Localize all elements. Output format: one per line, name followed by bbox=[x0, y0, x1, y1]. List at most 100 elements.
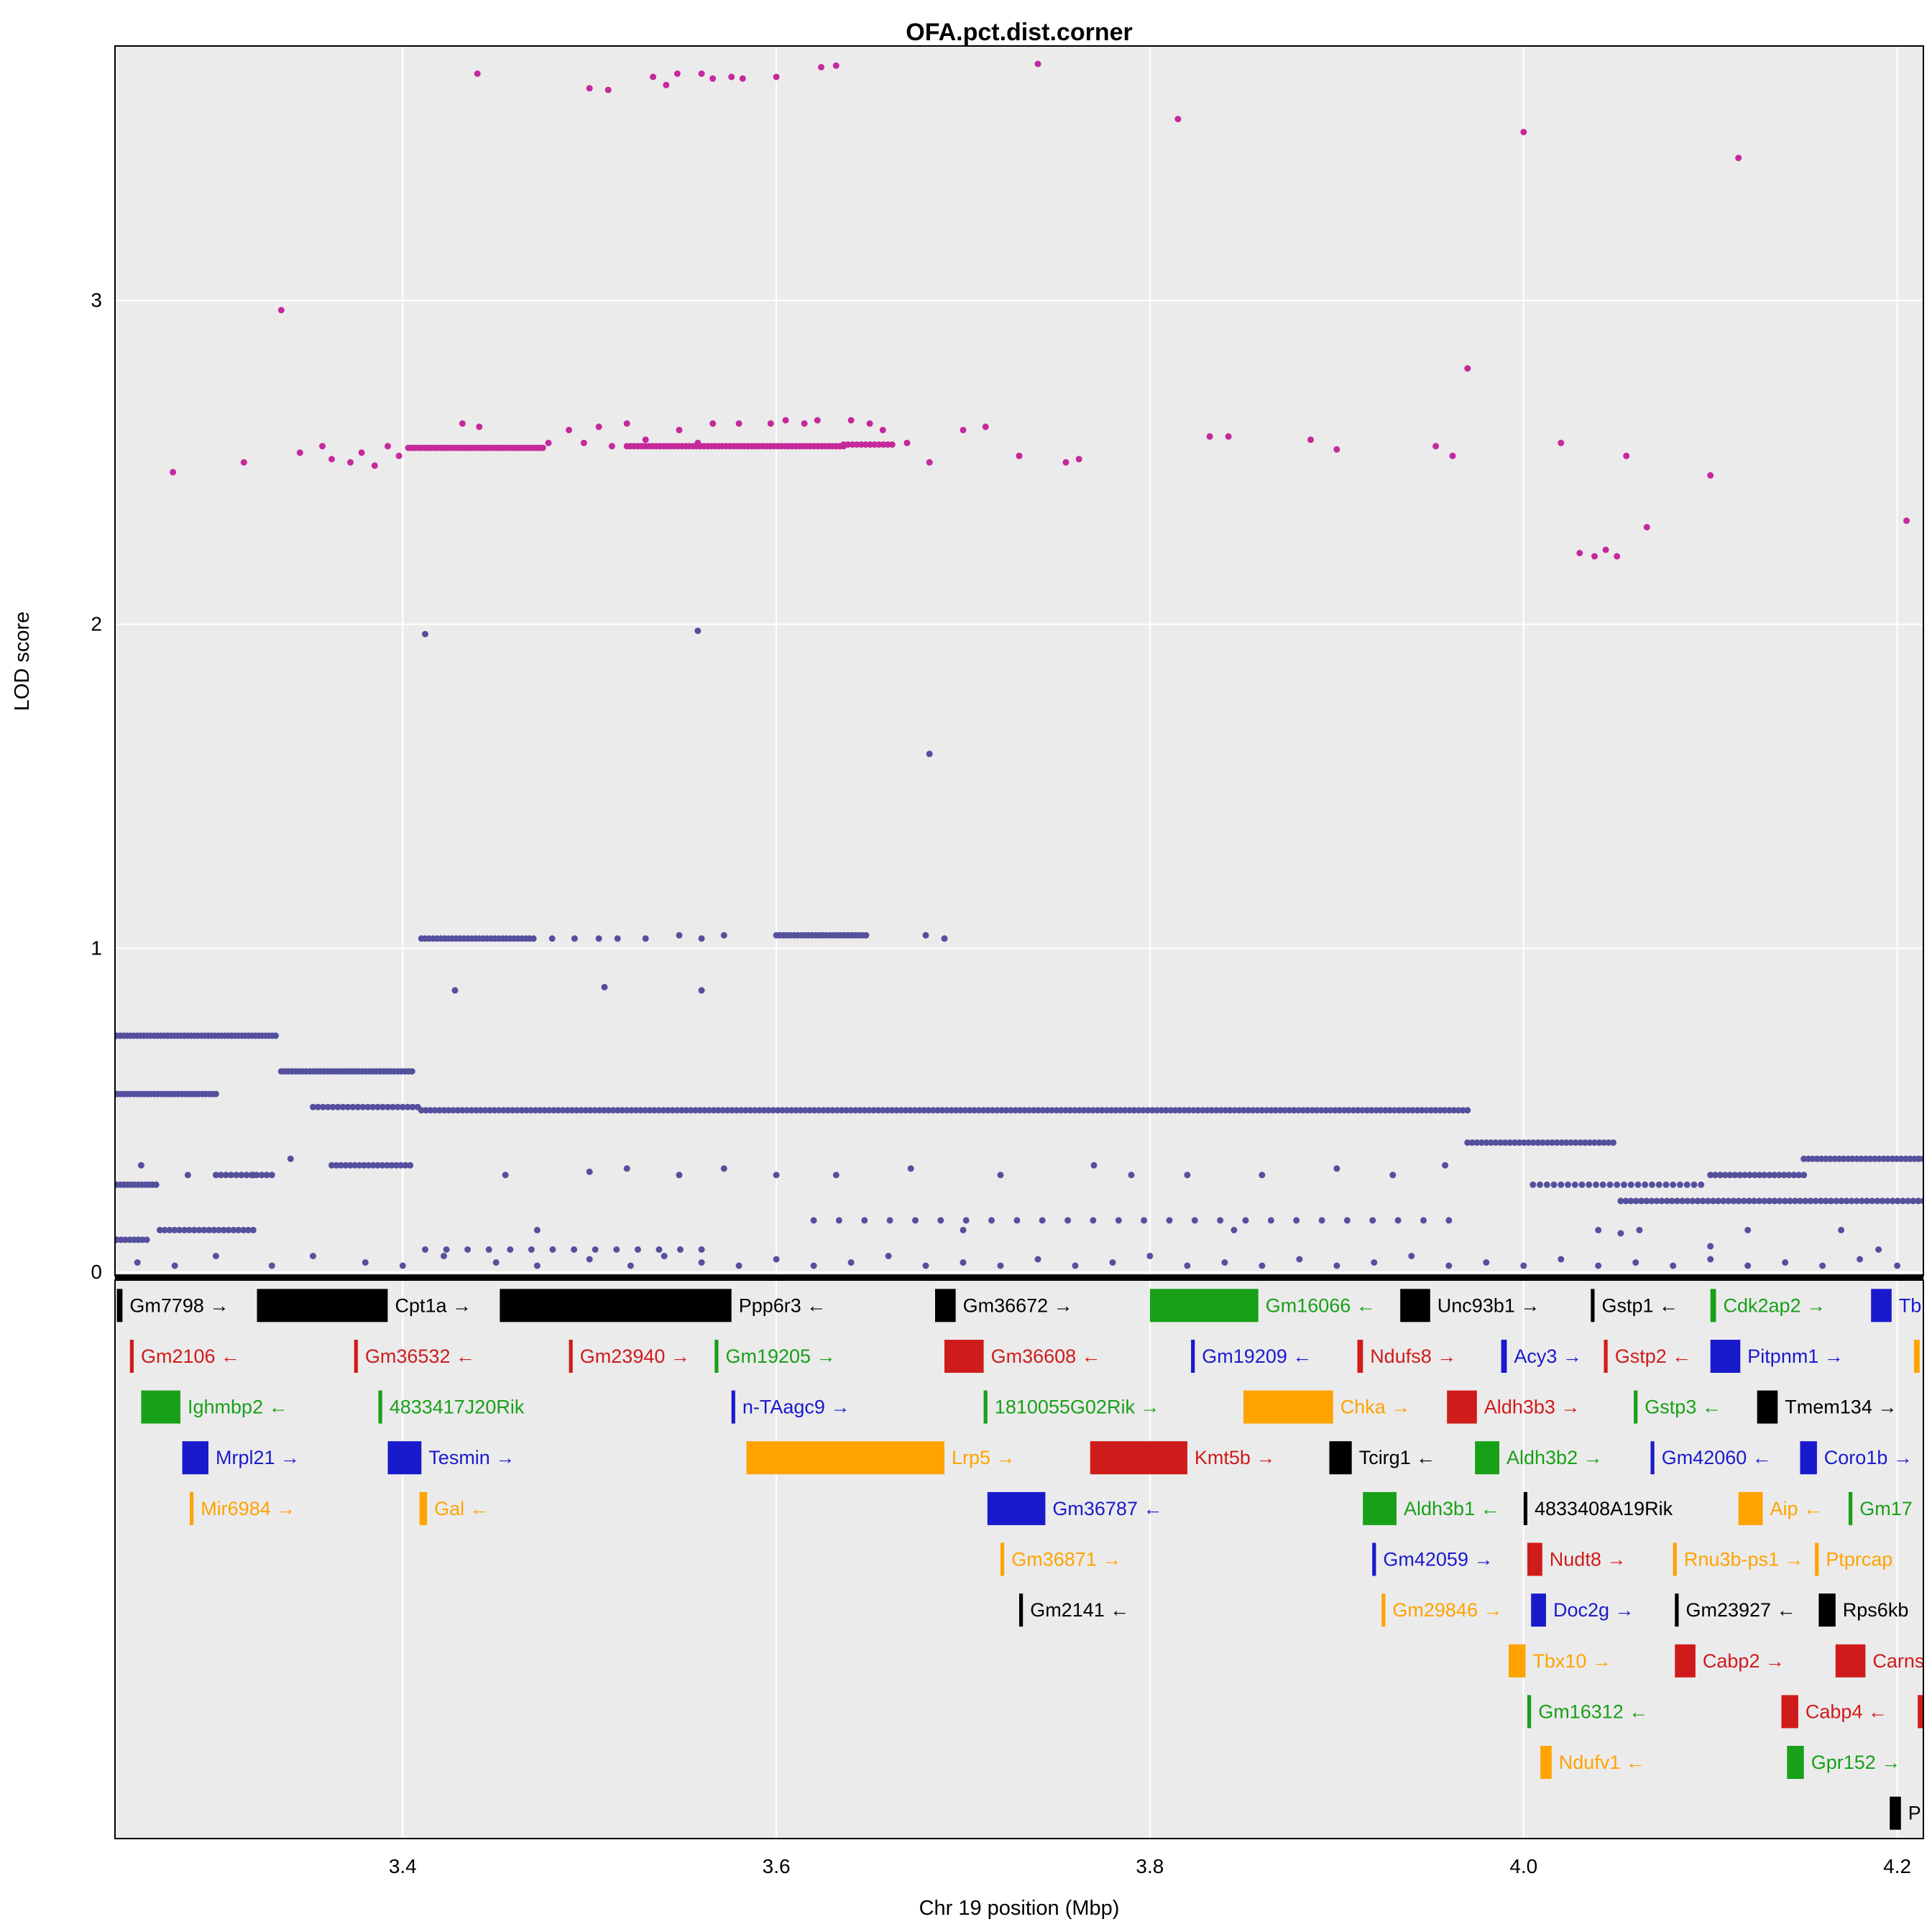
snp-point bbox=[1900, 1197, 1906, 1205]
gene-label-Aldh3b3: Aldh3b3 → bbox=[1484, 1397, 1581, 1418]
snp-point bbox=[1322, 1107, 1330, 1114]
snp-point bbox=[1894, 1262, 1901, 1269]
snp-point bbox=[545, 439, 552, 446]
gene-label-Lrp5: Lrp5 → bbox=[952, 1447, 1016, 1468]
snp-point bbox=[384, 1162, 391, 1169]
snp-point bbox=[1623, 452, 1630, 459]
snp-point bbox=[824, 1107, 832, 1114]
snp-point bbox=[1581, 1139, 1588, 1146]
snp-point bbox=[272, 1032, 279, 1039]
snp-point bbox=[523, 1107, 530, 1114]
snp-point bbox=[445, 1107, 452, 1114]
snp-point bbox=[573, 1107, 580, 1114]
snp-point bbox=[427, 1107, 434, 1114]
snp-point bbox=[1751, 1172, 1758, 1179]
snp-point bbox=[1838, 1226, 1845, 1233]
gene-glyph-Gm16066 bbox=[1149, 1289, 1259, 1322]
gene-glyph-Gm23940 bbox=[569, 1340, 573, 1373]
snp-point bbox=[1336, 1107, 1343, 1114]
snp-point bbox=[1565, 1181, 1571, 1188]
gene-track: Gm7798 → Cpt1a → Ppp6r3 ← Gm36672 → Gm16066 … bbox=[116, 1289, 1923, 1830]
snp-point bbox=[698, 1259, 705, 1266]
snp-lod-high-series bbox=[170, 60, 1910, 560]
snp-point bbox=[797, 1107, 804, 1114]
snp-point bbox=[595, 423, 602, 431]
snp-point bbox=[701, 1107, 708, 1114]
gene-glyph-Gal bbox=[419, 1491, 428, 1525]
snp-point bbox=[1756, 1197, 1763, 1205]
gene-label-Coro1b: Coro1b → bbox=[1824, 1447, 1913, 1468]
snp-point bbox=[287, 1155, 294, 1162]
snp-point bbox=[1231, 1107, 1238, 1114]
snp-point bbox=[1259, 1172, 1266, 1179]
snp-point bbox=[1599, 1181, 1606, 1188]
snp-point bbox=[1185, 1107, 1192, 1114]
snp-point bbox=[1558, 1181, 1565, 1188]
snp-point bbox=[1726, 1172, 1734, 1179]
snp-point bbox=[806, 1107, 813, 1114]
snp-point bbox=[1363, 1107, 1371, 1114]
snp-point bbox=[1720, 1197, 1727, 1205]
snp-point bbox=[1740, 1197, 1747, 1205]
snp-point bbox=[1225, 433, 1232, 440]
snp-point bbox=[541, 1107, 548, 1114]
snp-point bbox=[441, 1253, 447, 1259]
snp-point bbox=[1903, 518, 1910, 524]
snp-point bbox=[1218, 1107, 1225, 1114]
snp-point bbox=[619, 1107, 626, 1114]
snp-point bbox=[454, 1107, 461, 1114]
snp-point bbox=[1141, 1217, 1148, 1224]
snp-point bbox=[595, 935, 602, 942]
gene-glyph-P bbox=[1890, 1796, 1901, 1830]
snp-point bbox=[1282, 1107, 1289, 1114]
snp-point bbox=[1745, 1197, 1752, 1205]
gene-label-Gm7798: Gm7798 → bbox=[129, 1294, 229, 1316]
snp-point bbox=[1707, 1172, 1714, 1179]
snp-point bbox=[468, 1107, 475, 1114]
snp-point bbox=[1543, 1181, 1550, 1188]
snp-point bbox=[1057, 1107, 1064, 1114]
gene-label-Aip: Aip ← bbox=[1770, 1498, 1823, 1519]
snp-point bbox=[687, 1107, 694, 1114]
snp-point bbox=[402, 1162, 409, 1169]
snp-point bbox=[634, 1246, 641, 1253]
snp-point bbox=[820, 1107, 827, 1114]
snp-point bbox=[1117, 1107, 1124, 1114]
snp-point bbox=[422, 630, 428, 638]
snp-point bbox=[399, 1103, 406, 1110]
snp-point bbox=[1776, 1197, 1783, 1205]
snp-point bbox=[683, 1107, 690, 1114]
snp-point bbox=[1333, 446, 1340, 453]
snp-point bbox=[389, 1103, 396, 1110]
snp-point bbox=[1673, 1197, 1680, 1205]
snp-point bbox=[1394, 1217, 1402, 1224]
snp-point bbox=[1371, 1259, 1378, 1266]
gene-label-Ndufs8: Ndufs8 → bbox=[1370, 1346, 1456, 1367]
snp-point bbox=[982, 423, 989, 431]
snp-point bbox=[319, 1103, 326, 1110]
snp-point bbox=[196, 1226, 203, 1233]
x-axis-title: Chr 19 position (Mbp) bbox=[919, 1897, 1120, 1920]
snp-point bbox=[888, 441, 896, 448]
snp-point bbox=[832, 1172, 840, 1179]
snp-point bbox=[1690, 1181, 1698, 1188]
snp-point bbox=[673, 70, 681, 77]
snp-point bbox=[190, 1226, 198, 1233]
snp-point bbox=[656, 1107, 663, 1114]
gene-label-Gm23940: Gm23940 → bbox=[580, 1346, 690, 1367]
snp-point bbox=[1263, 1107, 1270, 1114]
snp-point bbox=[801, 420, 808, 427]
gene-label-Unc93b1: Unc93b1 → bbox=[1438, 1294, 1540, 1316]
gene-glyph-Mir6984 bbox=[190, 1491, 194, 1525]
snp-point bbox=[1217, 1217, 1224, 1224]
gene-glyph-Aldh3b3 bbox=[1447, 1390, 1477, 1424]
snp-point bbox=[1670, 1181, 1677, 1188]
snp-point bbox=[943, 1107, 950, 1114]
snp-point bbox=[1601, 1139, 1607, 1146]
gene-label-Ighmbp2: Ighmbp2 ← bbox=[188, 1397, 288, 1418]
snp-point bbox=[1558, 1256, 1565, 1263]
gene-glyph-Tesmin bbox=[387, 1441, 422, 1475]
snp-point bbox=[1807, 1197, 1814, 1205]
snp-point bbox=[1663, 1197, 1670, 1205]
snp-point bbox=[989, 1107, 996, 1114]
